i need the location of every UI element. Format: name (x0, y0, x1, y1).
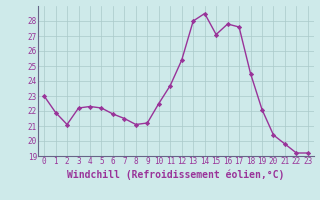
X-axis label: Windchill (Refroidissement éolien,°C): Windchill (Refroidissement éolien,°C) (67, 169, 285, 180)
